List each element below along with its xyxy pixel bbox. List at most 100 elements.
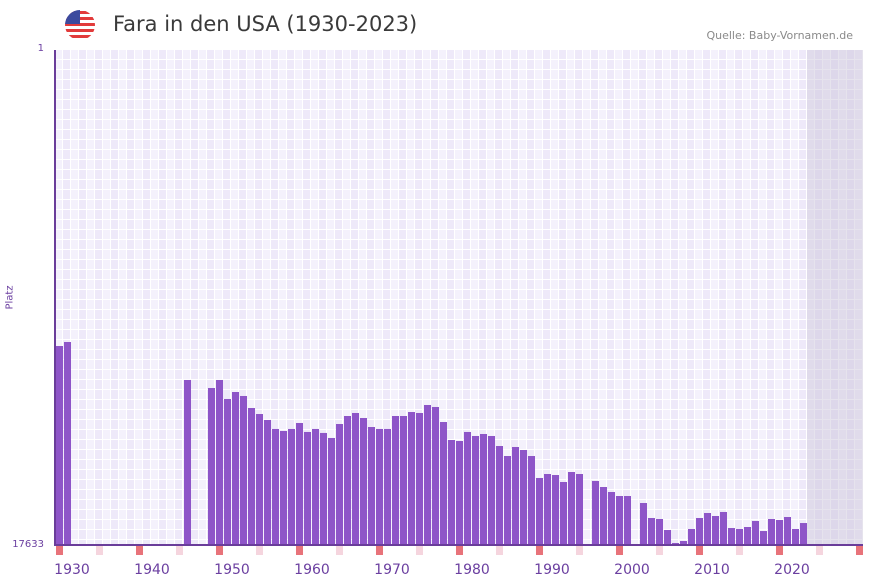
bar-1997[interactable] [592, 480, 599, 545]
bar-1989[interactable] [528, 456, 535, 545]
bar-1950[interactable] [216, 379, 223, 545]
year-marker-1935 [96, 546, 103, 555]
bar-2000[interactable] [616, 496, 623, 545]
year-marker-1930 [56, 546, 63, 555]
y-axis [54, 50, 56, 546]
bar-1946[interactable] [184, 379, 191, 545]
bar-1961[interactable] [304, 431, 311, 545]
year-marker-1965 [336, 546, 343, 555]
source-label: Quelle: Baby-Vornamen.de [706, 29, 853, 42]
x-tick-1950: 1950 [214, 562, 250, 578]
year-marker-1960 [296, 546, 303, 555]
bar-2008[interactable] [680, 540, 687, 545]
bar-1955[interactable] [256, 414, 263, 545]
bar-1984[interactable] [488, 435, 495, 545]
bar-1968[interactable] [360, 417, 367, 545]
bar-2023[interactable] [800, 523, 807, 545]
bar-1992[interactable] [552, 475, 559, 545]
bar-1995[interactable] [576, 474, 583, 545]
year-marker-1945 [176, 546, 183, 555]
bar-1990[interactable] [536, 477, 543, 545]
bar-1981[interactable] [464, 431, 471, 545]
bar-1980[interactable] [456, 440, 463, 545]
year-marker-1985 [496, 546, 503, 555]
bar-1971[interactable] [384, 428, 391, 545]
x-axis [55, 544, 863, 546]
bar-2017[interactable] [752, 520, 759, 545]
bar-2005[interactable] [656, 519, 663, 545]
bar-2022[interactable] [792, 528, 799, 545]
bar-1931[interactable] [64, 341, 71, 545]
bar-1982[interactable] [472, 435, 479, 545]
bar-2001[interactable] [624, 496, 631, 545]
bar-2004[interactable] [648, 517, 655, 545]
year-marker-2030 [856, 546, 863, 555]
bar-1957[interactable] [272, 428, 279, 545]
bar-1963[interactable] [320, 432, 327, 545]
bar-1969[interactable] [368, 427, 375, 545]
x-tick-1930: 1930 [54, 562, 90, 578]
bar-1994[interactable] [568, 472, 575, 545]
bar-1956[interactable] [264, 419, 271, 545]
bar-1949[interactable] [208, 388, 215, 545]
bar-2021[interactable] [784, 517, 791, 545]
bar-1978[interactable] [440, 422, 447, 545]
year-marker-2015 [736, 546, 743, 555]
bar-2016[interactable] [744, 527, 751, 545]
bar-1967[interactable] [352, 412, 359, 545]
year-marker-2005 [656, 546, 663, 555]
bar-1975[interactable] [416, 412, 423, 545]
bar-1965[interactable] [336, 424, 343, 545]
bar-1959[interactable] [288, 428, 295, 545]
bar-1979[interactable] [448, 440, 455, 545]
bar-1970[interactable] [376, 428, 383, 545]
bar-2003[interactable] [640, 503, 647, 545]
bar-1976[interactable] [424, 404, 431, 545]
bar-1972[interactable] [392, 416, 399, 545]
year-marker-1940 [136, 546, 143, 555]
bar-1993[interactable] [560, 482, 567, 545]
bar-2013[interactable] [720, 511, 727, 545]
bar-1987[interactable] [512, 446, 519, 545]
bar-2010[interactable] [696, 517, 703, 545]
year-marker-2010 [696, 546, 703, 555]
bar-1988[interactable] [520, 449, 527, 545]
bar-1986[interactable] [504, 456, 511, 545]
bar-1930[interactable] [56, 346, 63, 545]
bar-2009[interactable] [688, 528, 695, 545]
bar-2012[interactable] [712, 515, 719, 545]
bar-2019[interactable] [768, 519, 775, 545]
bar-1952[interactable] [232, 391, 239, 545]
bar-1998[interactable] [600, 486, 607, 545]
bar-1958[interactable] [280, 430, 287, 545]
bar-1966[interactable] [344, 416, 351, 545]
bar-1964[interactable] [328, 437, 335, 545]
year-marker-1995 [576, 546, 583, 555]
bar-1977[interactable] [432, 406, 439, 545]
bar-1985[interactable] [496, 446, 503, 545]
x-tick-2020: 2020 [774, 562, 810, 578]
year-marker-1980 [456, 546, 463, 555]
year-marker-1950 [216, 546, 223, 555]
bar-1999[interactable] [608, 491, 615, 545]
bar-1960[interactable] [296, 422, 303, 545]
bar-1991[interactable] [544, 474, 551, 545]
bar-1962[interactable] [312, 428, 319, 545]
bar-2020[interactable] [776, 519, 783, 545]
bar-1953[interactable] [240, 395, 247, 545]
usa-flag-icon [65, 10, 95, 40]
bar-2011[interactable] [704, 512, 711, 545]
bar-2015[interactable] [736, 528, 743, 545]
bar-1951[interactable] [224, 398, 231, 545]
bar-1974[interactable] [408, 412, 415, 545]
chart-title: Fara in den USA (1930-2023) [113, 12, 418, 36]
x-tick-1960: 1960 [294, 562, 330, 578]
bar-1973[interactable] [400, 416, 407, 545]
x-tick-1980: 1980 [454, 562, 490, 578]
year-marker-2000 [616, 546, 623, 555]
bar-2006[interactable] [664, 530, 671, 545]
bar-1954[interactable] [248, 407, 255, 545]
bar-2014[interactable] [728, 528, 735, 545]
bar-2018[interactable] [760, 531, 767, 545]
bar-1983[interactable] [480, 433, 487, 545]
